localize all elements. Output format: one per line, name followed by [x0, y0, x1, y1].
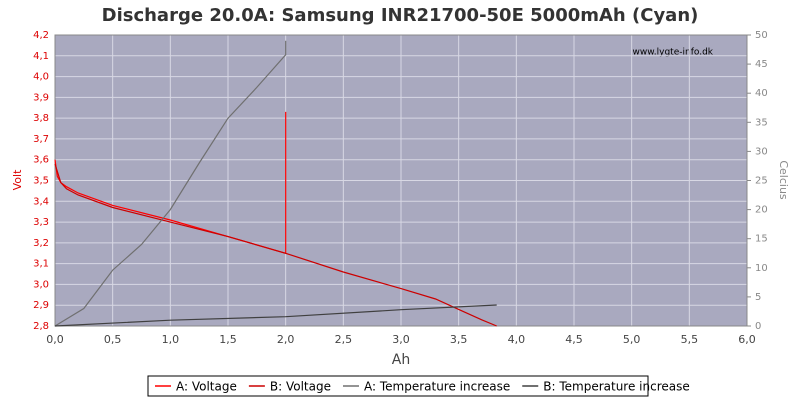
x-tick-label: 2,0: [277, 333, 295, 346]
y-tick-label: 3,7: [33, 134, 49, 145]
legend-label: A: Temperature increase: [364, 380, 510, 394]
annotation: www.lygte-info.dk: [633, 48, 714, 58]
y2-tick-label: 30: [755, 146, 768, 157]
y-tick-label: 3,1: [33, 259, 49, 270]
x-tick-label: 2,5: [335, 333, 353, 346]
y2-axis-label: Celcius: [777, 160, 790, 200]
x-tick-label: 4,5: [565, 333, 583, 346]
series-line: [54, 163, 497, 327]
y-tick-label: 4,0: [33, 72, 49, 83]
y2-tick-label: 10: [755, 263, 768, 274]
series-line: [54, 40, 287, 327]
x-axis-label: Ah: [392, 352, 410, 368]
y-tick-label: 4,2: [33, 30, 49, 41]
legend-label: B: Voltage: [270, 380, 331, 394]
y-tick-label: 3,3: [33, 217, 49, 228]
y2-tick-label: 25: [755, 176, 768, 187]
y-tick-label: 3,0: [33, 279, 49, 290]
y-tick-label: 3,9: [33, 92, 49, 103]
y2-tick-label: 35: [755, 117, 768, 128]
x-tick-label: 0,0: [46, 333, 64, 346]
y2-tick-label: 45: [755, 59, 768, 70]
y2-tick-label: 50: [755, 30, 768, 41]
y-axis-label: Volt: [11, 169, 24, 190]
y-tick-label: 3,6: [33, 155, 49, 166]
y-tick-label: 2,9: [33, 300, 49, 311]
series-line: [54, 304, 497, 327]
y2-tick-label: 5: [755, 292, 761, 303]
chart-title: Discharge 20.0A: Samsung INR21700-50E 50…: [102, 5, 699, 26]
x-tick-label: 3,5: [450, 333, 468, 346]
y-tick-label: 3,8: [33, 113, 49, 124]
x-tick-label: 6,0: [738, 333, 756, 346]
legend-label: B: Temperature increase: [543, 380, 690, 394]
legend-label: A: Voltage: [176, 380, 237, 394]
legend: [147, 375, 649, 397]
x-tick-label: 4,0: [508, 333, 526, 346]
x-tick-label: 5,0: [623, 333, 641, 346]
y2-tick-label: 20: [755, 205, 768, 216]
y-tick-label: 4,1: [33, 51, 49, 62]
y2-tick-label: 0: [755, 321, 761, 332]
x-tick-label: 1,0: [162, 333, 180, 346]
y-tick-label: 2,8: [33, 321, 49, 332]
plot-border: [54, 34, 748, 327]
x-tick-label: 3,0: [392, 333, 410, 346]
y2-tick-label: 15: [755, 234, 768, 245]
x-tick-label: 0,5: [104, 333, 122, 346]
x-tick-label: 1,5: [219, 333, 237, 346]
y2-tick-label: 40: [755, 88, 768, 99]
y-tick-label: 3,4: [33, 196, 49, 207]
x-tick-label: 5,5: [681, 333, 699, 346]
y-tick-label: 3,5: [33, 176, 49, 187]
y-tick-label: 3,2: [33, 238, 49, 249]
